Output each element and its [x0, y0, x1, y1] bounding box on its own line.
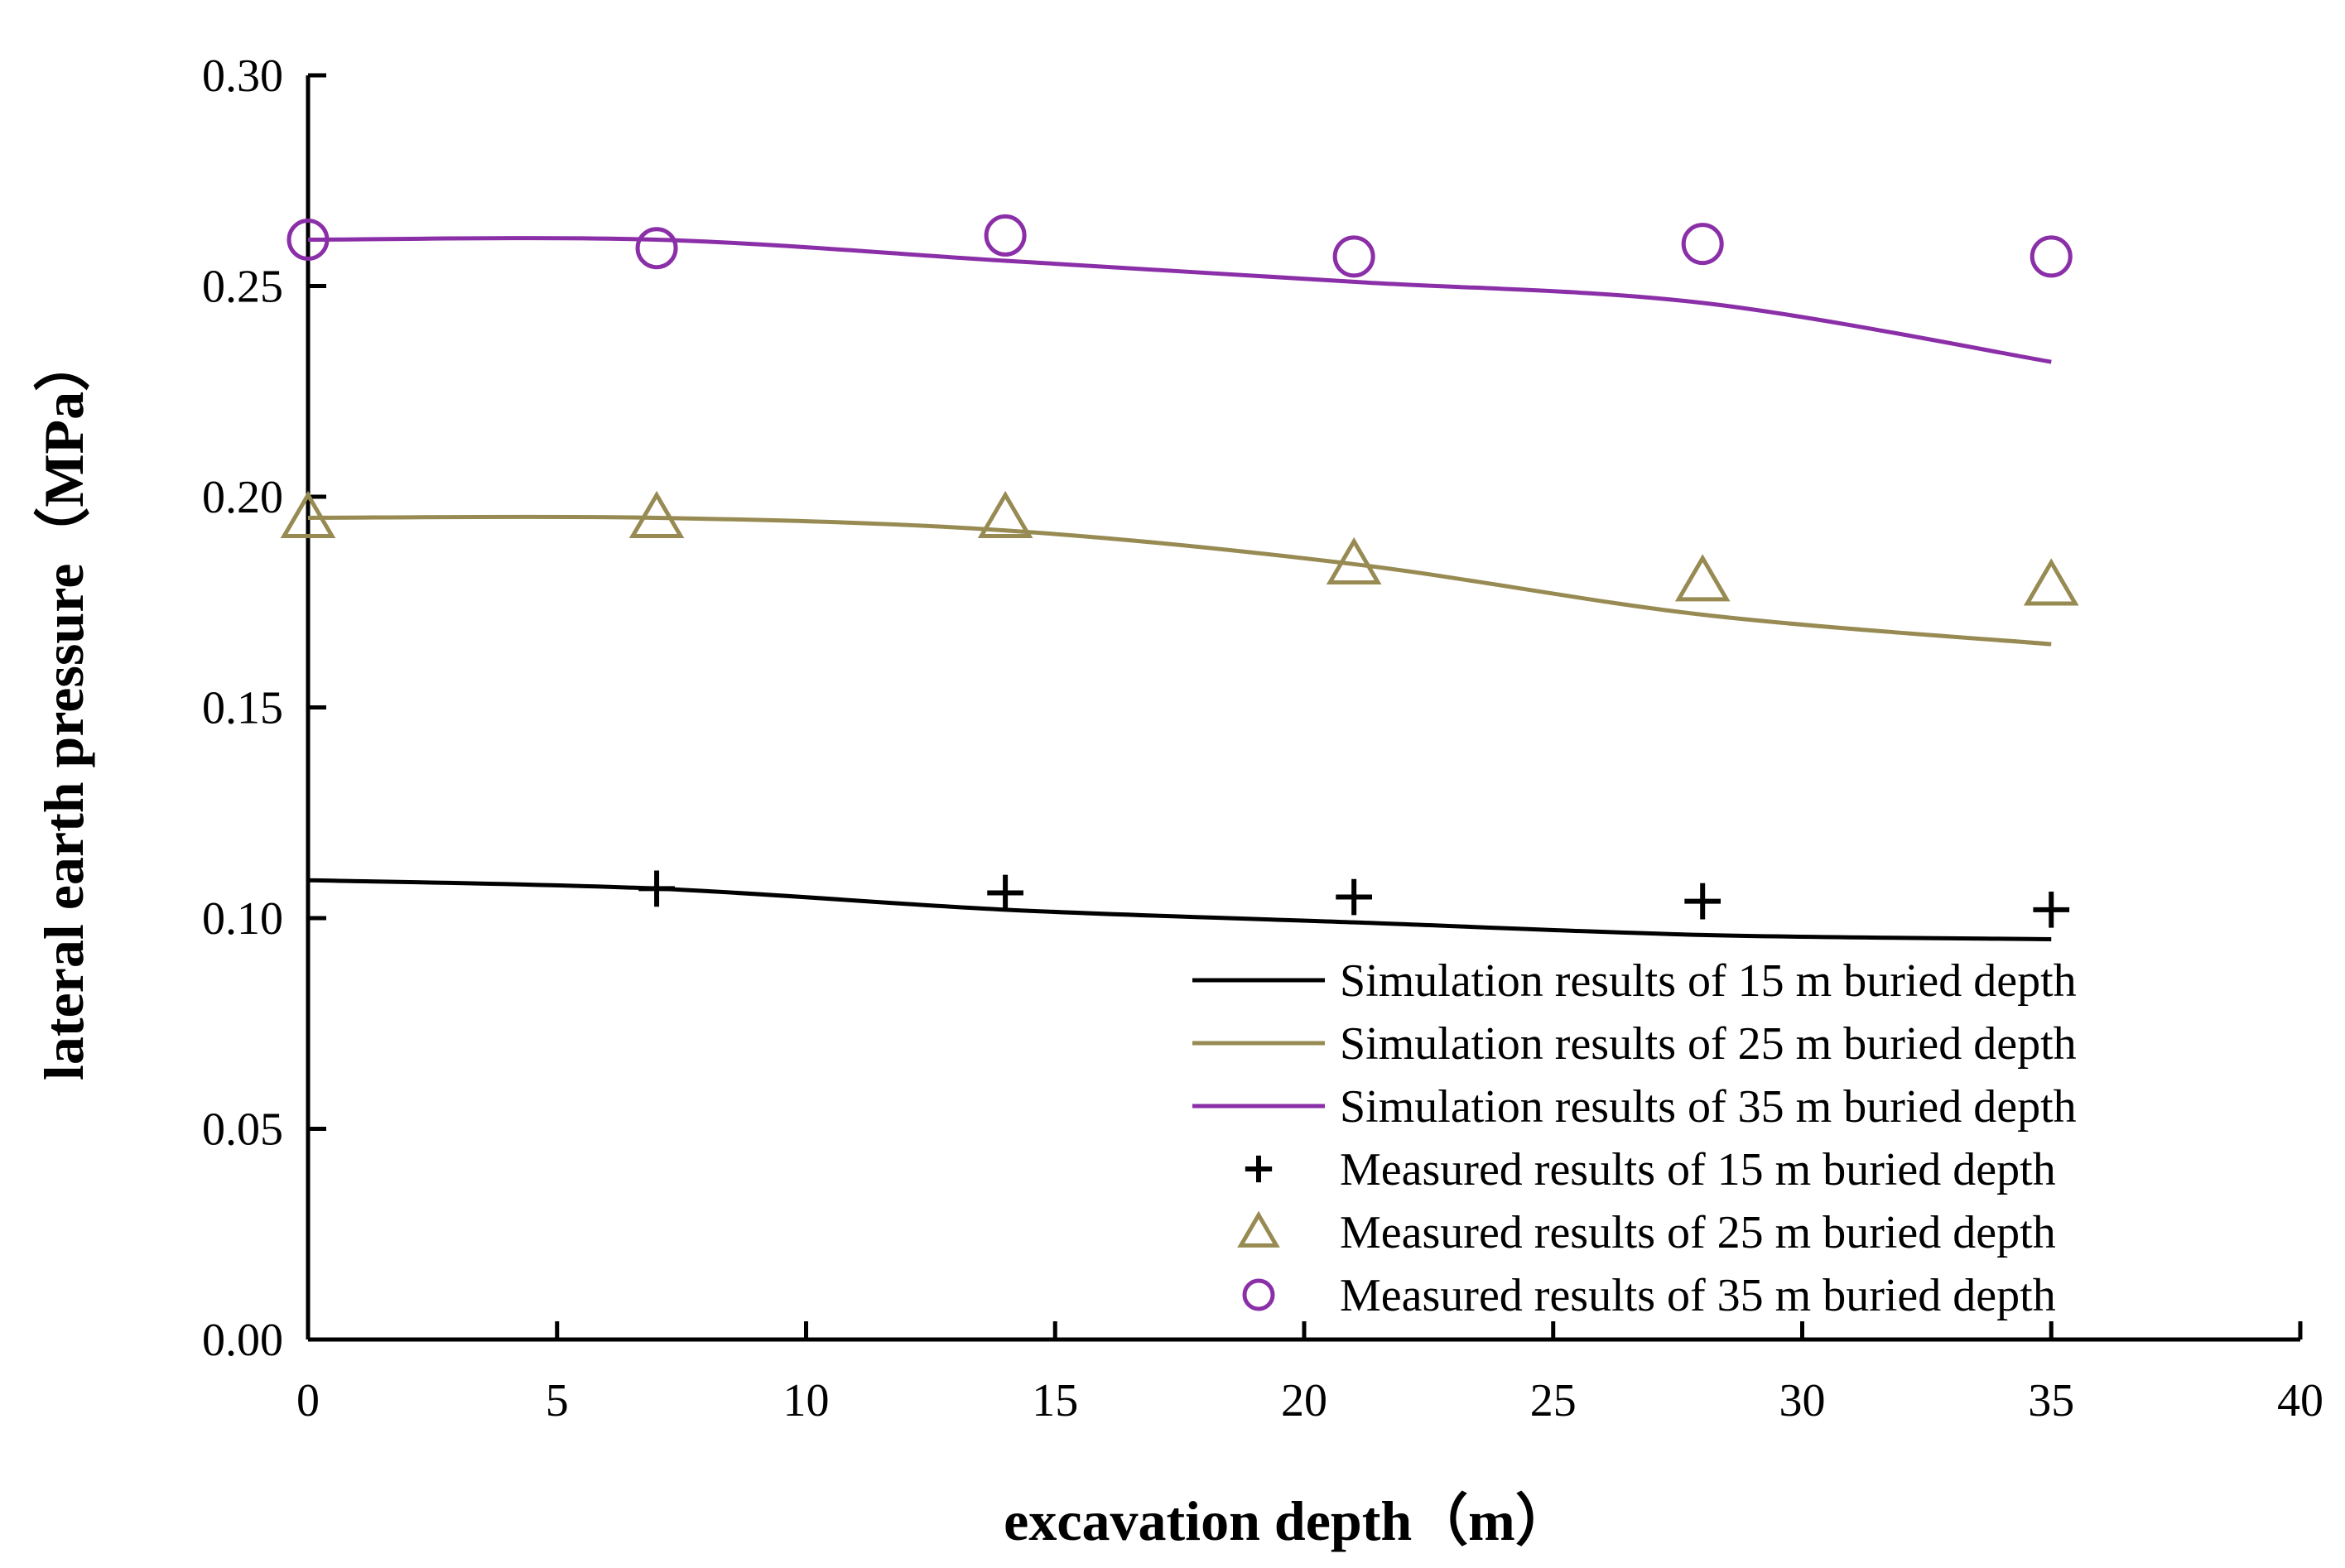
x-tick-label: 35 [2028, 1375, 2074, 1426]
series-1 [307, 514, 2052, 647]
y-tick-label: 0.00 [202, 1315, 283, 1366]
y-tick-label: 0.30 [202, 51, 283, 102]
data-point [1684, 883, 1721, 920]
data-point [987, 874, 1023, 911]
data-point [1332, 235, 1375, 278]
data-point [1674, 554, 1731, 602]
data-point [2030, 235, 2073, 278]
data-point [2033, 891, 2070, 928]
data-point [977, 490, 1033, 539]
legend-entry: Measured results of 15 m buried depth [1245, 1144, 2056, 1195]
legend-entry: Measured results of 25 m buried depth [1237, 1207, 2056, 1258]
x-tick-label: 40 [2277, 1375, 2323, 1426]
data-point [1326, 536, 1382, 585]
y-axis-title: lateral earth pressure（MPa） [32, 335, 95, 1080]
plot-area [280, 214, 2079, 941]
legend-swatch [1237, 1210, 1280, 1248]
x-tick-label: 0 [296, 1375, 320, 1426]
y-tick-label: 0.25 [202, 262, 283, 313]
x-tick-label: 10 [783, 1375, 830, 1426]
legend-label: Measured results of 15 m buried depth [1340, 1144, 2056, 1195]
data-point [1336, 878, 1372, 916]
x-axis-title: excavation depth（m） [1004, 1489, 1572, 1552]
x-tick-label: 5 [546, 1375, 569, 1426]
series-line [307, 878, 2052, 941]
series-5 [287, 214, 2073, 278]
data-point [984, 214, 1027, 257]
legend-swatch [1245, 1155, 1273, 1183]
y-tick-label: 0.15 [202, 683, 283, 734]
x-tick-label: 30 [1779, 1375, 1826, 1426]
legend-label: Simulation results of 25 m buried depth [1340, 1018, 2077, 1070]
axes: 0.00 0.05 0.10 0.15 0.20 0.25 0.30 0 5 10 15 20 25 30… [202, 51, 2323, 1426]
x-tick-label: 25 [1530, 1375, 1577, 1426]
legend: Simulation results of 15 m buried depth S… [1192, 955, 2077, 1321]
series-0 [307, 878, 2052, 941]
y-tick-label: 0.20 [202, 472, 283, 523]
y-tick-label: 0.05 [202, 1104, 283, 1156]
series-line [307, 514, 2052, 647]
data-point [638, 870, 675, 907]
legend-label: Simulation results of 35 m buried depth [1340, 1081, 2077, 1133]
legend-swatch [1242, 1278, 1275, 1311]
data-point [280, 490, 336, 539]
y-tick-label: 0.10 [202, 893, 283, 945]
series-3 [638, 870, 2070, 928]
legend-entry: Measured results of 35 m buried depth [1242, 1270, 2056, 1321]
data-point [635, 227, 678, 270]
data-point [1681, 223, 1724, 266]
legend-label: Measured results of 25 m buried depth [1340, 1207, 2056, 1258]
legend-entry: Simulation results of 35 m buried depth [1192, 1081, 2077, 1133]
legend-entry: Simulation results of 15 m buried depth [1192, 955, 2077, 1007]
series-4 [280, 490, 2079, 606]
series-line [307, 236, 2052, 364]
series-2 [307, 236, 2052, 364]
data-point [2023, 558, 2079, 606]
legend-label: Simulation results of 15 m buried depth [1340, 955, 2077, 1007]
data-point [628, 490, 685, 539]
legend-entry: Simulation results of 25 m buried depth [1192, 1018, 2077, 1070]
legend-label: Measured results of 35 m buried depth [1340, 1270, 2056, 1321]
x-tick-label: 15 [1032, 1375, 1078, 1426]
data-point [287, 219, 330, 262]
x-tick-label: 20 [1281, 1375, 1327, 1426]
